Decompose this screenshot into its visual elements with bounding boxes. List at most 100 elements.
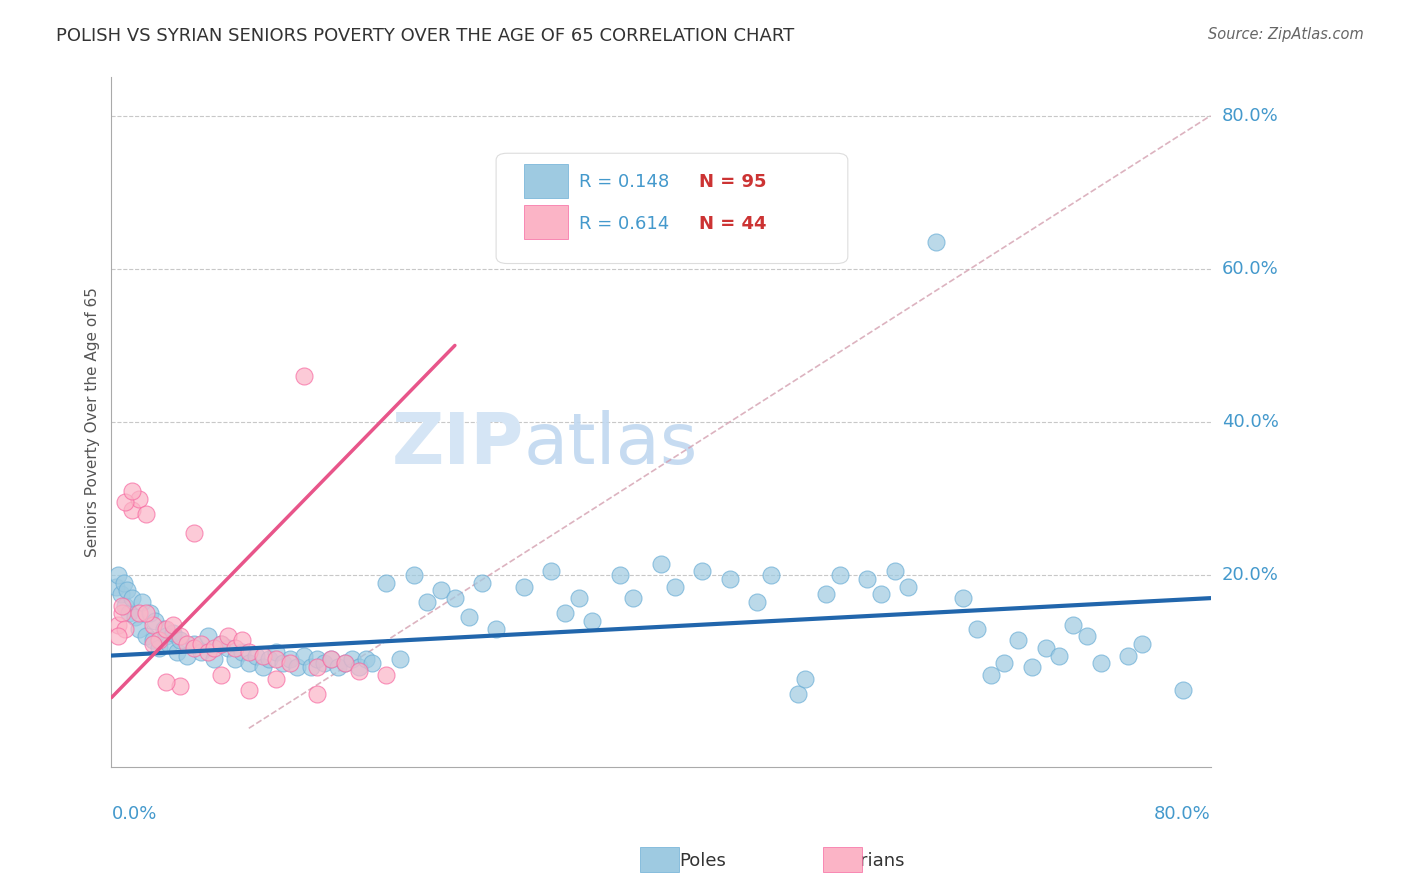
Point: [512, 580, 534, 594]
Point: [238, 683, 260, 698]
Point: [759, 568, 782, 582]
Point: [110, 587, 132, 601]
Point: [166, 645, 188, 659]
Point: [485, 622, 508, 636]
Point: [278, 657, 301, 671]
Point: [190, 645, 212, 659]
Point: [128, 622, 150, 636]
Point: [402, 568, 425, 582]
Point: [231, 633, 253, 648]
Point: [333, 657, 356, 671]
Text: N = 95: N = 95: [699, 173, 766, 191]
Point: [266, 672, 288, 686]
Text: 60.0%: 60.0%: [1222, 260, 1278, 278]
Point: [1021, 660, 1043, 674]
Point: [292, 369, 315, 384]
Point: [157, 637, 180, 651]
Point: [209, 637, 232, 651]
Point: [118, 607, 141, 621]
Point: [299, 660, 322, 674]
Point: [142, 637, 165, 651]
Point: [142, 633, 165, 648]
Point: [333, 657, 356, 671]
Point: [155, 629, 177, 643]
FancyBboxPatch shape: [496, 153, 848, 263]
Point: [814, 587, 837, 601]
Point: [266, 652, 288, 666]
Point: [430, 583, 453, 598]
Point: [1047, 648, 1070, 663]
Point: [1076, 629, 1098, 643]
Point: [609, 568, 631, 582]
Point: [361, 657, 384, 671]
FancyBboxPatch shape: [523, 163, 568, 198]
Point: [307, 687, 329, 701]
Point: [107, 629, 129, 643]
Point: [252, 648, 274, 663]
Point: [980, 667, 1002, 681]
Point: [107, 618, 129, 632]
Point: [540, 565, 562, 579]
Point: [1171, 683, 1194, 698]
Point: [224, 640, 246, 655]
Point: [952, 591, 974, 606]
Point: [121, 591, 143, 606]
Point: [131, 595, 153, 609]
Point: [111, 599, 134, 613]
Point: [285, 660, 308, 674]
Point: [245, 648, 267, 663]
Text: 80.0%: 80.0%: [1222, 107, 1278, 125]
Point: [169, 629, 191, 643]
Point: [238, 657, 260, 671]
Text: 80.0%: 80.0%: [1154, 805, 1211, 823]
Point: [787, 687, 810, 701]
FancyBboxPatch shape: [523, 205, 568, 239]
Point: [183, 640, 205, 655]
Point: [111, 607, 134, 621]
Point: [925, 235, 948, 249]
Point: [162, 625, 184, 640]
Point: [124, 610, 146, 624]
Text: 0.0%: 0.0%: [111, 805, 157, 823]
Point: [135, 629, 157, 643]
Point: [224, 652, 246, 666]
Point: [217, 629, 239, 643]
Point: [204, 640, 226, 655]
Point: [375, 667, 398, 681]
Point: [112, 575, 135, 590]
Point: [1062, 618, 1084, 632]
Point: [128, 607, 150, 621]
Point: [856, 572, 879, 586]
Text: 20.0%: 20.0%: [1222, 566, 1278, 584]
Point: [883, 565, 905, 579]
Point: [121, 503, 143, 517]
Text: 40.0%: 40.0%: [1222, 413, 1278, 431]
Point: [388, 652, 411, 666]
Point: [869, 587, 891, 601]
Point: [354, 652, 377, 666]
Text: R = 0.614: R = 0.614: [578, 215, 669, 233]
Point: [135, 607, 157, 621]
Point: [321, 652, 343, 666]
Point: [897, 580, 920, 594]
Point: [197, 645, 219, 659]
Point: [567, 591, 589, 606]
Point: [321, 652, 343, 666]
Point: [142, 618, 165, 632]
Point: [114, 599, 136, 613]
Text: Poles: Poles: [679, 852, 727, 870]
Point: [718, 572, 741, 586]
Point: [183, 526, 205, 541]
Point: [183, 637, 205, 651]
Point: [104, 580, 127, 594]
Point: [176, 648, 198, 663]
Point: [1035, 640, 1057, 655]
Point: [966, 622, 988, 636]
Point: [176, 637, 198, 651]
Text: R = 0.148: R = 0.148: [578, 173, 669, 191]
Point: [1007, 633, 1029, 648]
Point: [1090, 657, 1112, 671]
Point: [204, 652, 226, 666]
Point: [292, 648, 315, 663]
Point: [155, 622, 177, 636]
